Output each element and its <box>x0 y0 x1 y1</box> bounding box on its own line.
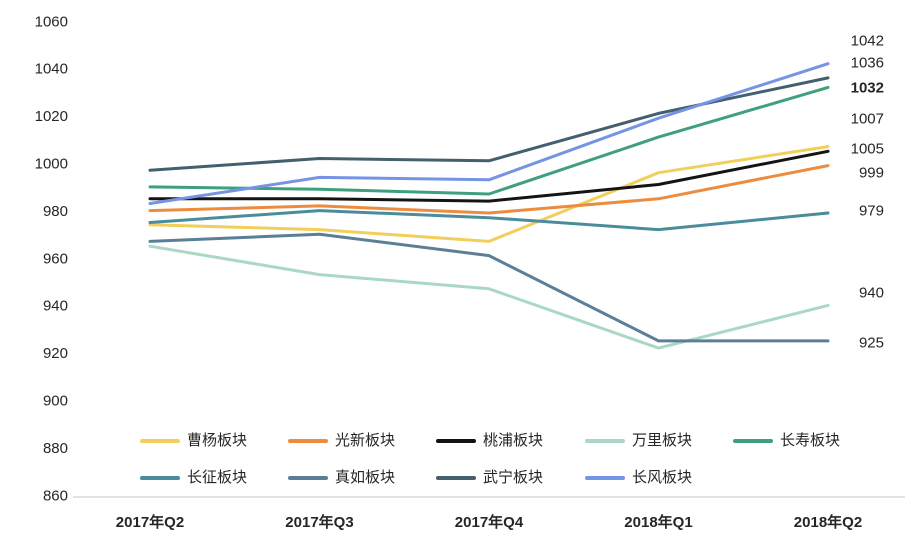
legend-item-7[interactable]: 武宁板块 <box>436 468 543 488</box>
series-end-label-3: 940 <box>859 284 884 301</box>
x-axis-tick-label: 2018年Q2 <box>794 513 862 531</box>
legend-swatch-icon <box>140 476 180 480</box>
legend-item-label: 长风板块 <box>632 469 693 486</box>
legend-swatch-icon <box>585 439 625 443</box>
legend-item-label: 万里板块 <box>632 432 693 449</box>
legend-swatch-icon <box>288 439 328 443</box>
legend-item-label: 武宁板块 <box>483 469 544 486</box>
x-axis-tick-label: 2017年Q4 <box>455 513 524 531</box>
legend-item-4[interactable]: 长寿板块 <box>733 431 840 451</box>
series-end-label-8: 1042 <box>851 32 884 49</box>
series-end-label-5: 979 <box>859 202 884 219</box>
legend-item-5[interactable]: 长征板块 <box>140 468 247 488</box>
series-end-label-7: 1036 <box>851 54 884 71</box>
x-axis-tick-label: 2017年Q2 <box>116 513 184 531</box>
legend-swatch-icon <box>733 439 773 443</box>
legend-swatch-icon <box>436 476 476 480</box>
series-end-label-4: 1032 <box>851 79 884 96</box>
y-axis-tick-label: 940 <box>43 298 68 315</box>
legend-swatch-icon <box>585 476 625 480</box>
legend-item-2[interactable]: 桃浦板块 <box>436 431 543 451</box>
legend-item-3[interactable]: 万里板块 <box>585 431 692 451</box>
y-axis-tick-label: 920 <box>43 345 68 362</box>
legend-item-label: 桃浦板块 <box>483 432 544 449</box>
series-end-label-2: 1005 <box>851 140 884 157</box>
legend-item-label: 真如板块 <box>335 469 396 486</box>
legend-item-0[interactable]: 曹杨板块 <box>140 431 247 451</box>
y-axis-tick-label: 1020 <box>35 108 68 125</box>
legend-item-8[interactable]: 长风板块 <box>585 468 692 488</box>
x-axis-tick-label: 2017年Q3 <box>285 513 353 531</box>
legend-item-label: 长征板块 <box>187 469 248 486</box>
series-end-label-6: 925 <box>859 334 884 351</box>
legend-item-6[interactable]: 真如板块 <box>288 468 395 488</box>
y-axis-tick-label: 1060 <box>35 13 68 30</box>
legend-swatch-icon <box>288 476 328 480</box>
series-line-2 <box>148 149 830 203</box>
y-axis-tick-label: 1000 <box>35 155 68 172</box>
y-axis-tick-label: 900 <box>43 392 68 409</box>
y-axis-tick-label: 860 <box>43 487 68 504</box>
series-line-4 <box>148 85 830 196</box>
x-axis-tick-label: 2018年Q1 <box>624 513 692 531</box>
series-line-1 <box>148 164 830 215</box>
y-axis-tick-label: 1040 <box>35 61 68 78</box>
series-end-label-0: 1007 <box>851 110 884 127</box>
legend-swatch-icon <box>140 439 180 443</box>
legend-item-label: 光新板块 <box>335 432 396 449</box>
series-line-7 <box>148 76 830 172</box>
series-line-5 <box>148 209 830 232</box>
series-line-3 <box>148 244 830 350</box>
legend-swatch-icon <box>436 439 476 443</box>
y-axis-tick-label: 880 <box>43 440 68 457</box>
y-axis-tick-label: 980 <box>43 203 68 220</box>
series-line-8 <box>148 62 830 205</box>
y-axis-tick-label: 960 <box>43 250 68 267</box>
series-line-0 <box>148 145 830 243</box>
legend-item-label: 长寿板块 <box>780 432 841 449</box>
series-end-label-1: 999 <box>859 164 884 181</box>
legend-item-label: 曹杨板块 <box>187 432 248 449</box>
series-line-6 <box>148 232 830 343</box>
legend-item-1[interactable]: 光新板块 <box>288 431 395 451</box>
